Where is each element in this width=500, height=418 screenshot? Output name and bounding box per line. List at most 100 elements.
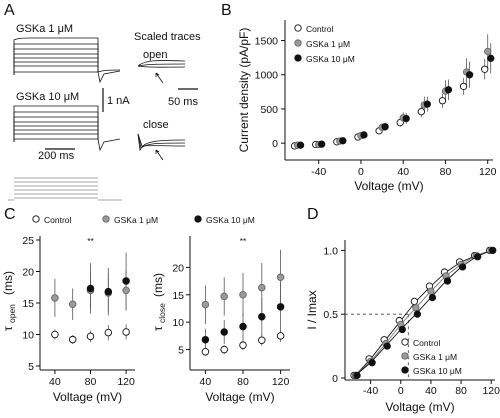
chart-d-point [412,304,420,312]
current-traces-1 [13,37,121,84]
chart-c-point [201,300,210,309]
chart-b-ytick-label: 0 [272,138,278,150]
chart-d-legend-label: GSKa 10 μM [413,366,462,376]
chart-c-ytick-label: 15 [22,298,34,310]
arrow-close [155,149,164,161]
chart-b-legend-marker [294,54,302,62]
chart-c-point [220,345,228,354]
chart-c-ylabel-sub: close [157,303,167,323]
chart-b-ytick-label: 500 [260,104,278,116]
chart-d-ytick-label: 0.5 [323,309,338,321]
panel-letter-b: B [221,2,232,19]
chart-c-ytick-label: 5 [28,361,34,373]
chart-b-xtick-label: 80 [440,166,452,178]
chart-d-fit-curve [355,249,492,376]
chart-c-point [276,332,285,340]
chart-b-xtick-label: 120 [479,166,497,178]
chart-b-legend-label: Control [306,24,334,34]
chart-b-xlabel: Voltage (mV) [354,179,423,193]
chart-b-xtick-label: -40 [311,166,326,178]
chart-d-xtick-label: 40 [425,385,437,397]
chart-c-significance: ** [240,236,247,246]
chart-c-open: 5 10 15 20 25 40 80 120 Voltage (mV) τ open (ms) ** [1,235,135,404]
chart-c-xtick-label: 80 [237,376,249,388]
chart-c-point [220,292,228,301]
panel-a: GSKa 1 μM GSKa 10 μM 1 nA 200 ms [8,23,201,201]
chart-c-xlabel: Voltage (mV) [205,390,274,404]
chart-c-point [51,330,59,339]
chart-c-point [201,335,210,344]
chart-b-point [487,54,495,62]
chart-c-ylabel-tau: τ [151,326,165,331]
chart-d-point [428,293,437,302]
chart-c-legend: Control GSKa 1 μM GSKa 10 μM [32,215,255,225]
chart-d: 0 0.5 1.0 -40 0 40 80 120 Voltage (mV) I / Imax Co… [305,240,500,414]
chart-c-point [51,294,59,302]
chart-c-point [86,332,95,341]
chart-b-point [360,131,368,139]
chart-b-legend-label: GSKa 1 μM [306,39,350,49]
chart-c-point [258,312,266,321]
chart-c-point [239,341,247,349]
chart-b-ylabel: Current density (pA/pF) [237,28,251,153]
chart-c-legend-marker [102,215,110,223]
chart-c-xtick-label: 120 [272,376,290,388]
chart-d-point [458,263,467,271]
chart-d-point [474,253,482,261]
scaled-close-traces [137,133,186,152]
chart-c-point [104,287,113,296]
chart-c-ylabel-unit: (ms) [1,271,15,295]
chart-d-point [443,277,452,285]
trace1-label: GSKa 1 μM [16,23,73,35]
voltage-protocol [8,177,122,201]
chart-b-point [465,71,474,79]
chart-b-point [417,108,425,116]
current-traces-2 [13,105,121,152]
chart-d-point [353,371,361,380]
chart-d-ytick-label: 0 [332,373,338,385]
chart-b-point [381,123,389,131]
chart-c-ytick-label: 10 [172,317,184,329]
chart-b-point [339,137,347,145]
chart-c-point [220,328,228,336]
chart-c-legend-label: GSKa 1 μM [114,215,158,225]
chart-c-ytick-label: 15 [172,290,184,302]
chart-d-point [413,310,421,318]
chart-c-ytick-label: 10 [22,330,34,342]
chart-c-xtick-label: 120 [117,376,135,388]
panel-letter-d: D [307,206,319,223]
chart-b-point [484,47,492,56]
chart-b-point [459,82,468,91]
chart-c-point [276,273,285,282]
chart-c-ylabel-unit: (ms) [151,273,165,297]
chart-d-point [368,359,376,367]
chart-d-legend-marker [401,366,409,374]
chart-d-xlabel: Voltage (mV) [385,400,454,414]
chart-c-ytick-label: 25 [22,235,34,247]
chart-c-significance: ** [87,236,94,246]
chart-c-point [276,303,285,311]
chart-d-xtick-label: 0 [398,385,404,397]
chart-d-point [489,246,497,255]
chart-c-point [122,286,130,295]
chart-c-xtick-label: 40 [200,376,212,388]
chart-d-xtick-label: 120 [482,385,500,397]
chart-b-point [423,100,431,108]
chart-c-point [104,328,113,337]
chart-b-point [318,140,326,148]
chart-c-point [68,300,77,309]
panel-letter-a: A [4,2,15,19]
chart-d-fit-curve [355,249,492,376]
chart-c-ytick-label: 20 [22,267,34,279]
chart-c-xlabel: Voltage (mV) [53,390,122,404]
chart-d-xtick-label: 80 [455,385,467,397]
chart-c-ytick-label: 5 [178,345,184,357]
scale-current-label: 1 nA [107,95,130,107]
chart-c-ylabel-tau: τ [1,326,15,331]
chart-c-xtick-label: 80 [85,376,97,388]
scale-time2-label: 50 ms [168,96,198,108]
chart-c-ytick-label: 20 [172,262,184,274]
chart-d-legend-marker [401,338,409,346]
chart-c-point [122,277,130,285]
